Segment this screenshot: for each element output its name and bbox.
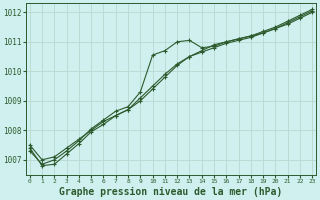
X-axis label: Graphe pression niveau de la mer (hPa): Graphe pression niveau de la mer (hPa): [60, 186, 283, 197]
